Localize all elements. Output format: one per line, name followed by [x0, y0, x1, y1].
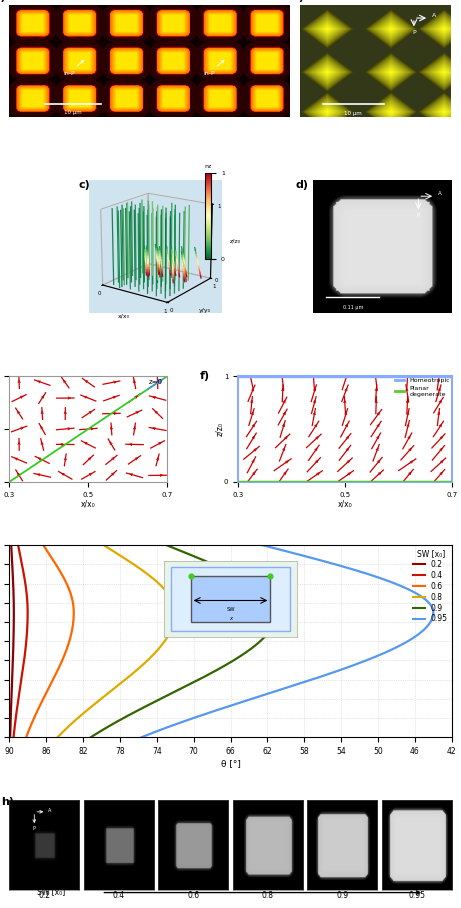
Text: in-P: in-P: [203, 60, 224, 75]
X-axis label: x/x₀: x/x₀: [118, 313, 130, 319]
Legend: 0.2, 0.4, 0.6, 0.8, 0.9, 0.95: 0.2, 0.4, 0.6, 0.8, 0.9, 0.95: [414, 549, 448, 624]
Text: in-P: in-P: [63, 60, 84, 75]
X-axis label: 0.95: 0.95: [408, 892, 425, 900]
Legend: Homeotropic, Planar
degenerate: Homeotropic, Planar degenerate: [395, 378, 450, 397]
Text: f): f): [200, 370, 210, 380]
Text: P: P: [417, 213, 420, 219]
Text: d): d): [296, 181, 309, 191]
X-axis label: 0.4: 0.4: [113, 892, 125, 900]
Text: a): a): [0, 0, 6, 3]
X-axis label: θ [°]: θ [°]: [220, 759, 241, 767]
X-axis label: 0.9: 0.9: [336, 892, 348, 900]
X-axis label: x/x₀: x/x₀: [81, 499, 96, 508]
Text: 10 μm: 10 μm: [344, 112, 362, 116]
Y-axis label: z/z₀: z/z₀: [215, 422, 224, 436]
Text: 10 μm: 10 μm: [64, 110, 82, 114]
Text: b): b): [291, 0, 304, 3]
Text: z=0: z=0: [149, 380, 163, 385]
Text: A: A: [438, 191, 442, 196]
Title: nz: nz: [205, 164, 212, 170]
X-axis label: x/x₀: x/x₀: [337, 499, 352, 508]
Text: h): h): [1, 797, 14, 807]
Text: A: A: [47, 807, 51, 813]
Text: P: P: [33, 825, 36, 831]
X-axis label: 0.2: 0.2: [38, 892, 50, 900]
X-axis label: 0.8: 0.8: [262, 892, 274, 900]
X-axis label: 0.6: 0.6: [187, 892, 199, 900]
Text: SW [x₀]: SW [x₀]: [37, 887, 65, 896]
Text: c): c): [79, 181, 90, 191]
Text: A: A: [432, 14, 436, 18]
Text: P: P: [412, 30, 416, 35]
Text: 0.11 μm: 0.11 μm: [343, 305, 363, 310]
Y-axis label: y/y₀: y/y₀: [199, 308, 211, 312]
